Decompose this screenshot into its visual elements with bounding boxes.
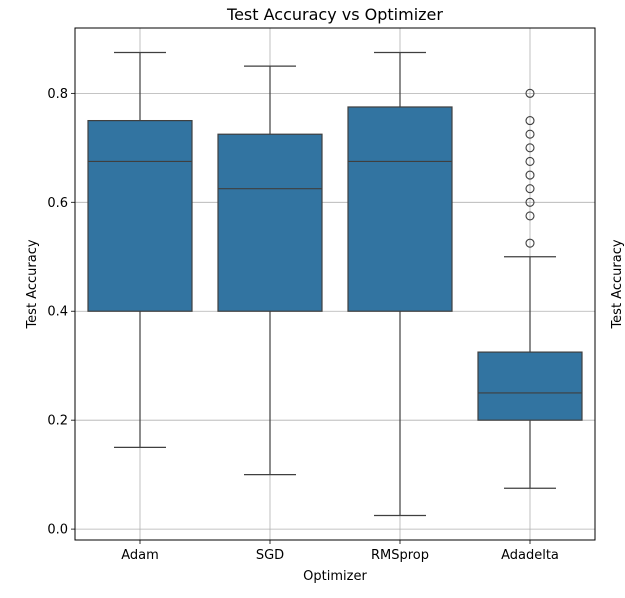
outlier-point <box>525 156 535 166</box>
outlier-point <box>525 238 535 248</box>
box-iqr <box>217 133 323 312</box>
x-axis-ticks: Adam SGD RMSprop Adadelta <box>121 540 559 563</box>
box-adam <box>87 51 193 449</box>
x-tick-label: RMSprop <box>371 548 429 563</box>
x-tick-label: Adadelta <box>501 548 559 563</box>
box-sgd <box>217 65 323 476</box>
x-tick-label: SGD <box>256 548 284 563</box>
box-adadelta <box>477 88 583 489</box>
y-tick-label: 0.8 <box>47 87 68 102</box>
y-tick-label: 0.2 <box>47 414 68 429</box>
box-iqr <box>477 351 583 421</box>
y-axis-label-right: Test Accuracy <box>610 239 625 329</box>
outlier-point <box>525 170 535 180</box>
y-tick-label: 0.0 <box>47 523 68 538</box>
plot-frame <box>74 27 596 541</box>
outlier-point <box>525 143 535 153</box>
outlier-point <box>525 211 535 221</box>
outlier-point <box>525 88 535 98</box>
box-rmsprop <box>347 51 453 517</box>
box-iqr <box>87 119 193 312</box>
outlier-point <box>525 129 535 139</box>
x-axis-label: Optimizer <box>303 569 367 584</box>
boxes-group <box>87 51 583 517</box>
y-tick-label: 0.6 <box>47 196 68 211</box>
box-iqr <box>347 106 453 312</box>
outlier-point <box>525 116 535 126</box>
chart-title: Test Accuracy vs Optimizer <box>226 5 443 24</box>
x-tick-label: Adam <box>121 548 159 563</box>
y-tick-label: 0.4 <box>47 305 68 320</box>
y-axis-label: Test Accuracy <box>25 239 40 329</box>
y-axis-ticks: 0.0 0.2 0.4 0.6 0.8 <box>47 87 75 538</box>
outlier-point <box>525 184 535 194</box>
outlier-point <box>525 197 535 207</box>
